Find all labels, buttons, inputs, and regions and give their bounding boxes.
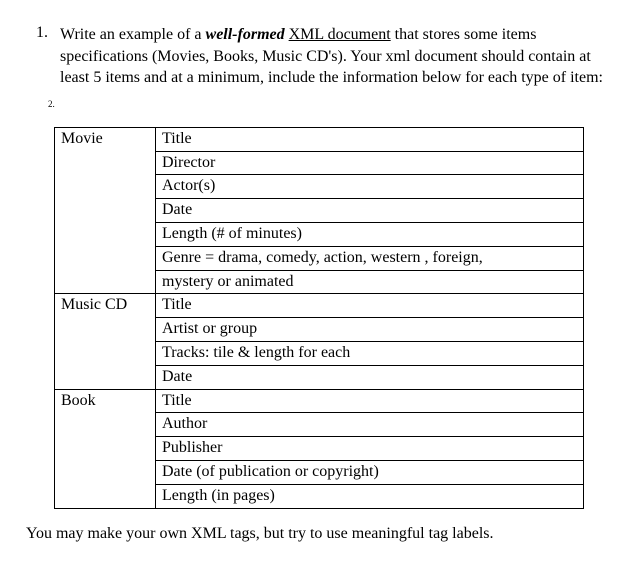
spec-cell: Date <box>156 199 584 223</box>
spec-cell: Director <box>156 151 584 175</box>
question-number: 1. <box>20 24 60 89</box>
spec-cell: Publisher <box>156 437 584 461</box>
spec-cell: Author <box>156 413 584 437</box>
spec-cell: Artist or group <box>156 318 584 342</box>
category-label-musiccd: Music CD <box>55 294 156 389</box>
spec-cell: Tracks: tile & length for each <box>156 341 584 365</box>
spec-cell: Date <box>156 365 584 389</box>
spec-table: Movie Title Director Actor(s) Date Lengt… <box>54 127 584 509</box>
spec-cell: Actor(s) <box>156 175 584 199</box>
spec-cell: mystery or animated <box>156 270 584 294</box>
spec-cell: Date (of publication or copyright) <box>156 460 584 484</box>
q-text-bold: well-formed <box>206 26 285 43</box>
page: 1. Write an example of a well-formed XML… <box>0 0 633 564</box>
table-row: Music CD Title <box>55 294 584 318</box>
category-label-book: Book <box>55 389 156 508</box>
question-number-2: 2. <box>48 99 613 109</box>
question-text: Write an example of a well-formed XML do… <box>60 24 613 89</box>
spec-cell: Length (# of minutes) <box>156 222 584 246</box>
spec-table-wrap: Movie Title Director Actor(s) Date Lengt… <box>54 127 573 509</box>
spec-cell: Length (in pages) <box>156 484 584 508</box>
spec-cell: Title <box>156 389 584 413</box>
q-text-1: Write an example of a <box>60 26 206 43</box>
table-row: Movie Title <box>55 127 584 151</box>
spec-cell: Title <box>156 294 584 318</box>
question-1: 1. Write an example of a well-formed XML… <box>20 24 613 89</box>
category-label-movie: Movie <box>55 127 156 294</box>
spec-cell: Genre = drama, comedy, action, western ,… <box>156 246 584 270</box>
footer-note: You may make your own XML tags, but try … <box>26 523 613 545</box>
table-row: Book Title <box>55 389 584 413</box>
spec-cell: Title <box>156 127 584 151</box>
q-text-underline: XML document <box>289 26 391 43</box>
